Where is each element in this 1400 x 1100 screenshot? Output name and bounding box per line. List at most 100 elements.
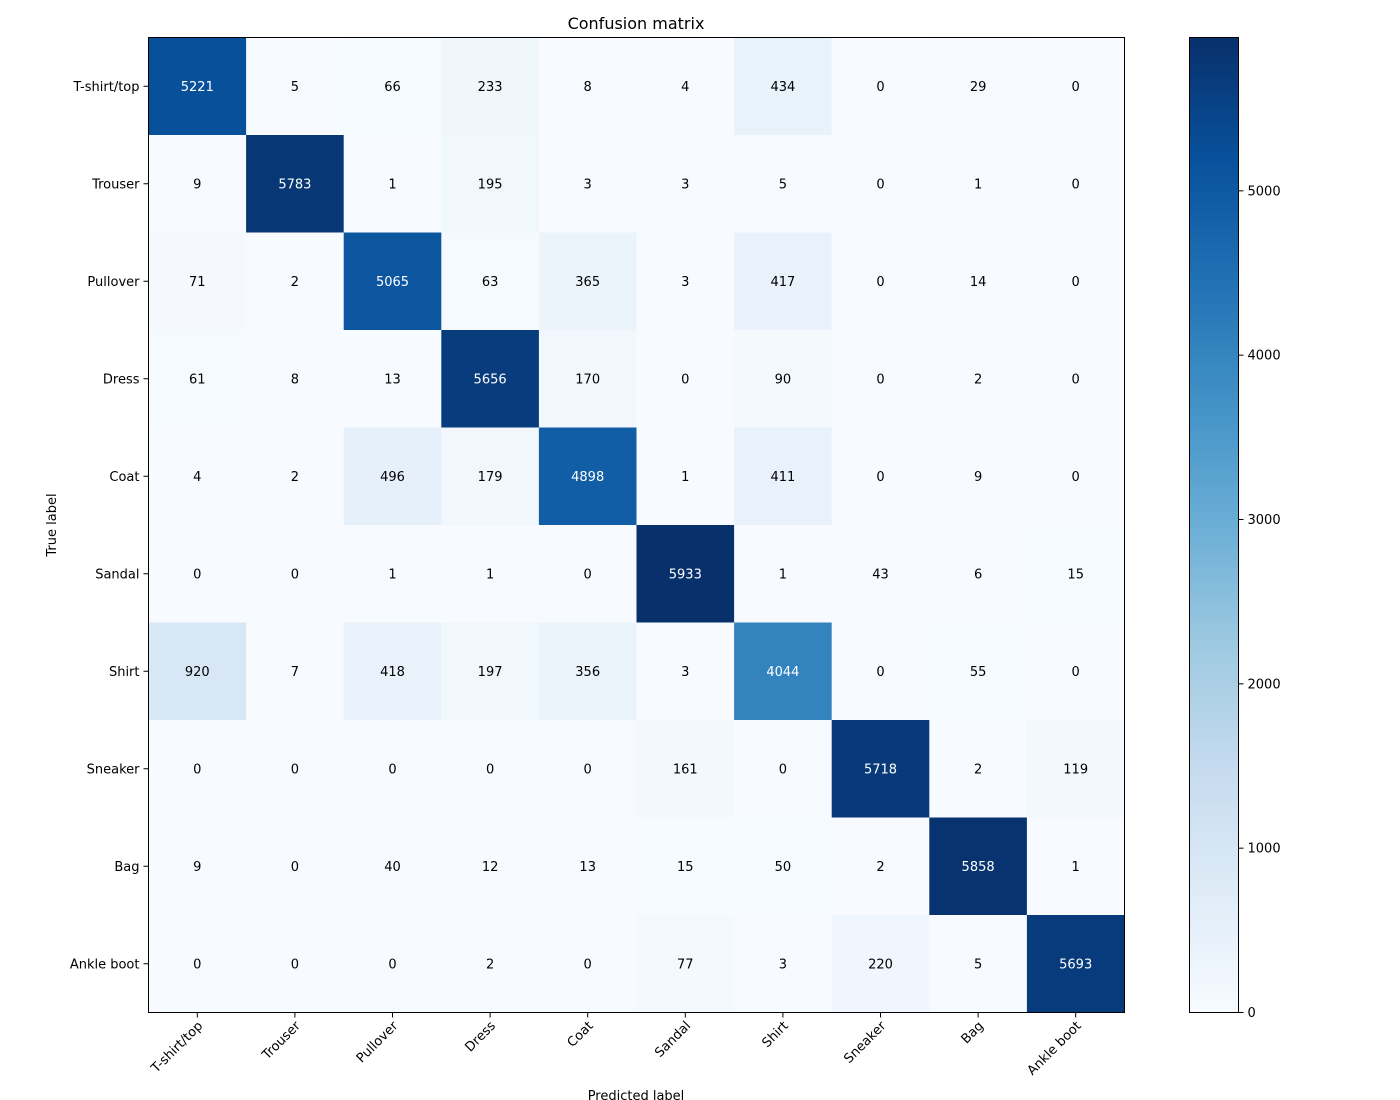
cell-value-label: 161 bbox=[673, 762, 698, 777]
heatmap-cell bbox=[441, 915, 540, 1013]
cell-value-label: 0 bbox=[388, 762, 396, 777]
heatmap-cell bbox=[831, 135, 930, 233]
cell-value-label: 1 bbox=[388, 177, 396, 192]
x-axis: T-shirt/top Trouser Pullover Dress Coat Sanda… bbox=[148, 1012, 1085, 1079]
heatmap-cell bbox=[636, 232, 735, 331]
heatmap-cell bbox=[831, 427, 930, 526]
cell-value-label: 3 bbox=[584, 177, 592, 192]
cell-value-label: 418 bbox=[380, 665, 405, 680]
cell-value-label: 0 bbox=[193, 762, 201, 777]
cell-value-label: 1 bbox=[681, 470, 689, 485]
cell-value-label: 15 bbox=[1067, 567, 1084, 582]
heatmap-cell bbox=[929, 135, 1028, 233]
cell-value-label: 1 bbox=[388, 567, 396, 582]
cell-value-label: 2 bbox=[876, 860, 884, 875]
heatmap-cell bbox=[343, 915, 442, 1013]
cell-value-label: 43 bbox=[872, 567, 889, 582]
heatmap-cell bbox=[343, 427, 442, 526]
colorbar-tick-label: 1000 bbox=[1248, 842, 1281, 857]
heatmap-cell bbox=[734, 622, 833, 721]
y-axis: T-shirt/top Trouser Pullover Dress Coat Sanda… bbox=[70, 80, 149, 972]
heatmap-cell bbox=[538, 427, 637, 526]
heatmap-cell bbox=[538, 622, 637, 721]
heatmap-cell bbox=[831, 330, 930, 428]
heatmap-cell bbox=[929, 720, 1028, 818]
x-tick-label: Trouser bbox=[259, 1018, 304, 1063]
heatmap-cell bbox=[538, 232, 637, 331]
heatmap-cell bbox=[734, 135, 833, 233]
heatmap-cell bbox=[734, 37, 833, 136]
cell-value-label: 5656 bbox=[474, 372, 507, 387]
y-tick-label: Trouser bbox=[91, 177, 140, 192]
colorbar: 0 1000 2000 3000 4000 5000 bbox=[1189, 37, 1281, 1021]
cell-value-label: 0 bbox=[193, 957, 201, 972]
heatmap-cell bbox=[734, 330, 833, 428]
heatmap-cell bbox=[734, 427, 833, 526]
heatmap-cell bbox=[636, 525, 735, 623]
colorbar-tick-label: 5000 bbox=[1248, 184, 1281, 199]
heatmap-cell bbox=[148, 720, 247, 818]
cell-value-label: 170 bbox=[575, 372, 600, 387]
cell-value-label: 7 bbox=[291, 665, 299, 680]
cell-value-label: 417 bbox=[770, 275, 795, 290]
cell-value-label: 0 bbox=[291, 567, 299, 582]
cell-value-label: 0 bbox=[1072, 470, 1080, 485]
x-tick-label: Coat bbox=[565, 1019, 597, 1051]
heatmap-cell bbox=[246, 622, 345, 721]
x-tick-label: Bag bbox=[959, 1019, 987, 1047]
colorbar-tick-label: 4000 bbox=[1248, 349, 1281, 364]
heatmap-cell bbox=[441, 817, 540, 916]
y-tick-label: Bag bbox=[114, 860, 139, 875]
cell-value-label: 179 bbox=[478, 470, 503, 485]
cell-value-label: 0 bbox=[876, 177, 884, 192]
cell-value-label: 77 bbox=[677, 957, 694, 972]
heatmap-cell bbox=[538, 330, 637, 428]
heatmap-cell bbox=[148, 330, 247, 428]
cell-value-label: 0 bbox=[1072, 177, 1080, 192]
heatmap-cell bbox=[734, 232, 833, 331]
plot-frame bbox=[148, 37, 1125, 1013]
cell-value-label: 6 bbox=[974, 567, 982, 582]
heatmap-cell bbox=[831, 37, 930, 136]
heatmap-cell bbox=[148, 427, 247, 526]
heatmap-cell bbox=[246, 915, 345, 1013]
cell-value-label: 0 bbox=[584, 567, 592, 582]
heatmap-cell bbox=[538, 37, 637, 136]
heatmap-cell bbox=[929, 525, 1028, 623]
cell-value-label: 13 bbox=[384, 372, 401, 387]
chart-title: Confusion matrix bbox=[568, 14, 705, 33]
heatmap-cell bbox=[343, 817, 442, 916]
cell-value-label: 3 bbox=[681, 665, 689, 680]
cell-value-label: 5065 bbox=[376, 275, 409, 290]
heatmap-cell bbox=[1026, 427, 1125, 526]
heatmap-cell bbox=[1026, 622, 1125, 721]
cell-value-label: 9 bbox=[974, 470, 982, 485]
cell-value-label: 0 bbox=[1072, 275, 1080, 290]
heatmap-cell bbox=[734, 817, 833, 916]
cell-value-label: 1 bbox=[974, 177, 982, 192]
heatmap-cell bbox=[1026, 817, 1125, 916]
cell-value-label: 29 bbox=[970, 80, 987, 95]
colorbar-tick-label: 0 bbox=[1248, 1006, 1256, 1021]
heatmap-cell bbox=[441, 622, 540, 721]
cell-value-label: 0 bbox=[291, 860, 299, 875]
cell-value-label: 4898 bbox=[571, 470, 604, 485]
cell-value-label: 0 bbox=[1072, 372, 1080, 387]
cell-value-label: 5 bbox=[291, 80, 299, 95]
heatmap-cell bbox=[441, 427, 540, 526]
y-axis-label: True label bbox=[45, 493, 60, 557]
cell-value-label: 0 bbox=[681, 372, 689, 387]
y-tick-label: Ankle boot bbox=[70, 957, 140, 972]
x-tick-label: Sandal bbox=[652, 1019, 694, 1061]
heatmap-cell bbox=[636, 915, 735, 1013]
cell-value-label: 0 bbox=[876, 665, 884, 680]
heatmap-cell bbox=[441, 525, 540, 623]
cell-value-label: 2 bbox=[974, 372, 982, 387]
heatmap-cell bbox=[538, 525, 637, 623]
x-tick-label: Pullover bbox=[354, 1018, 402, 1066]
cell-value-label: 12 bbox=[482, 860, 499, 875]
heatmap-cell bbox=[343, 720, 442, 818]
heatmap-cell bbox=[929, 817, 1028, 916]
cell-value-label: 1 bbox=[1072, 860, 1080, 875]
